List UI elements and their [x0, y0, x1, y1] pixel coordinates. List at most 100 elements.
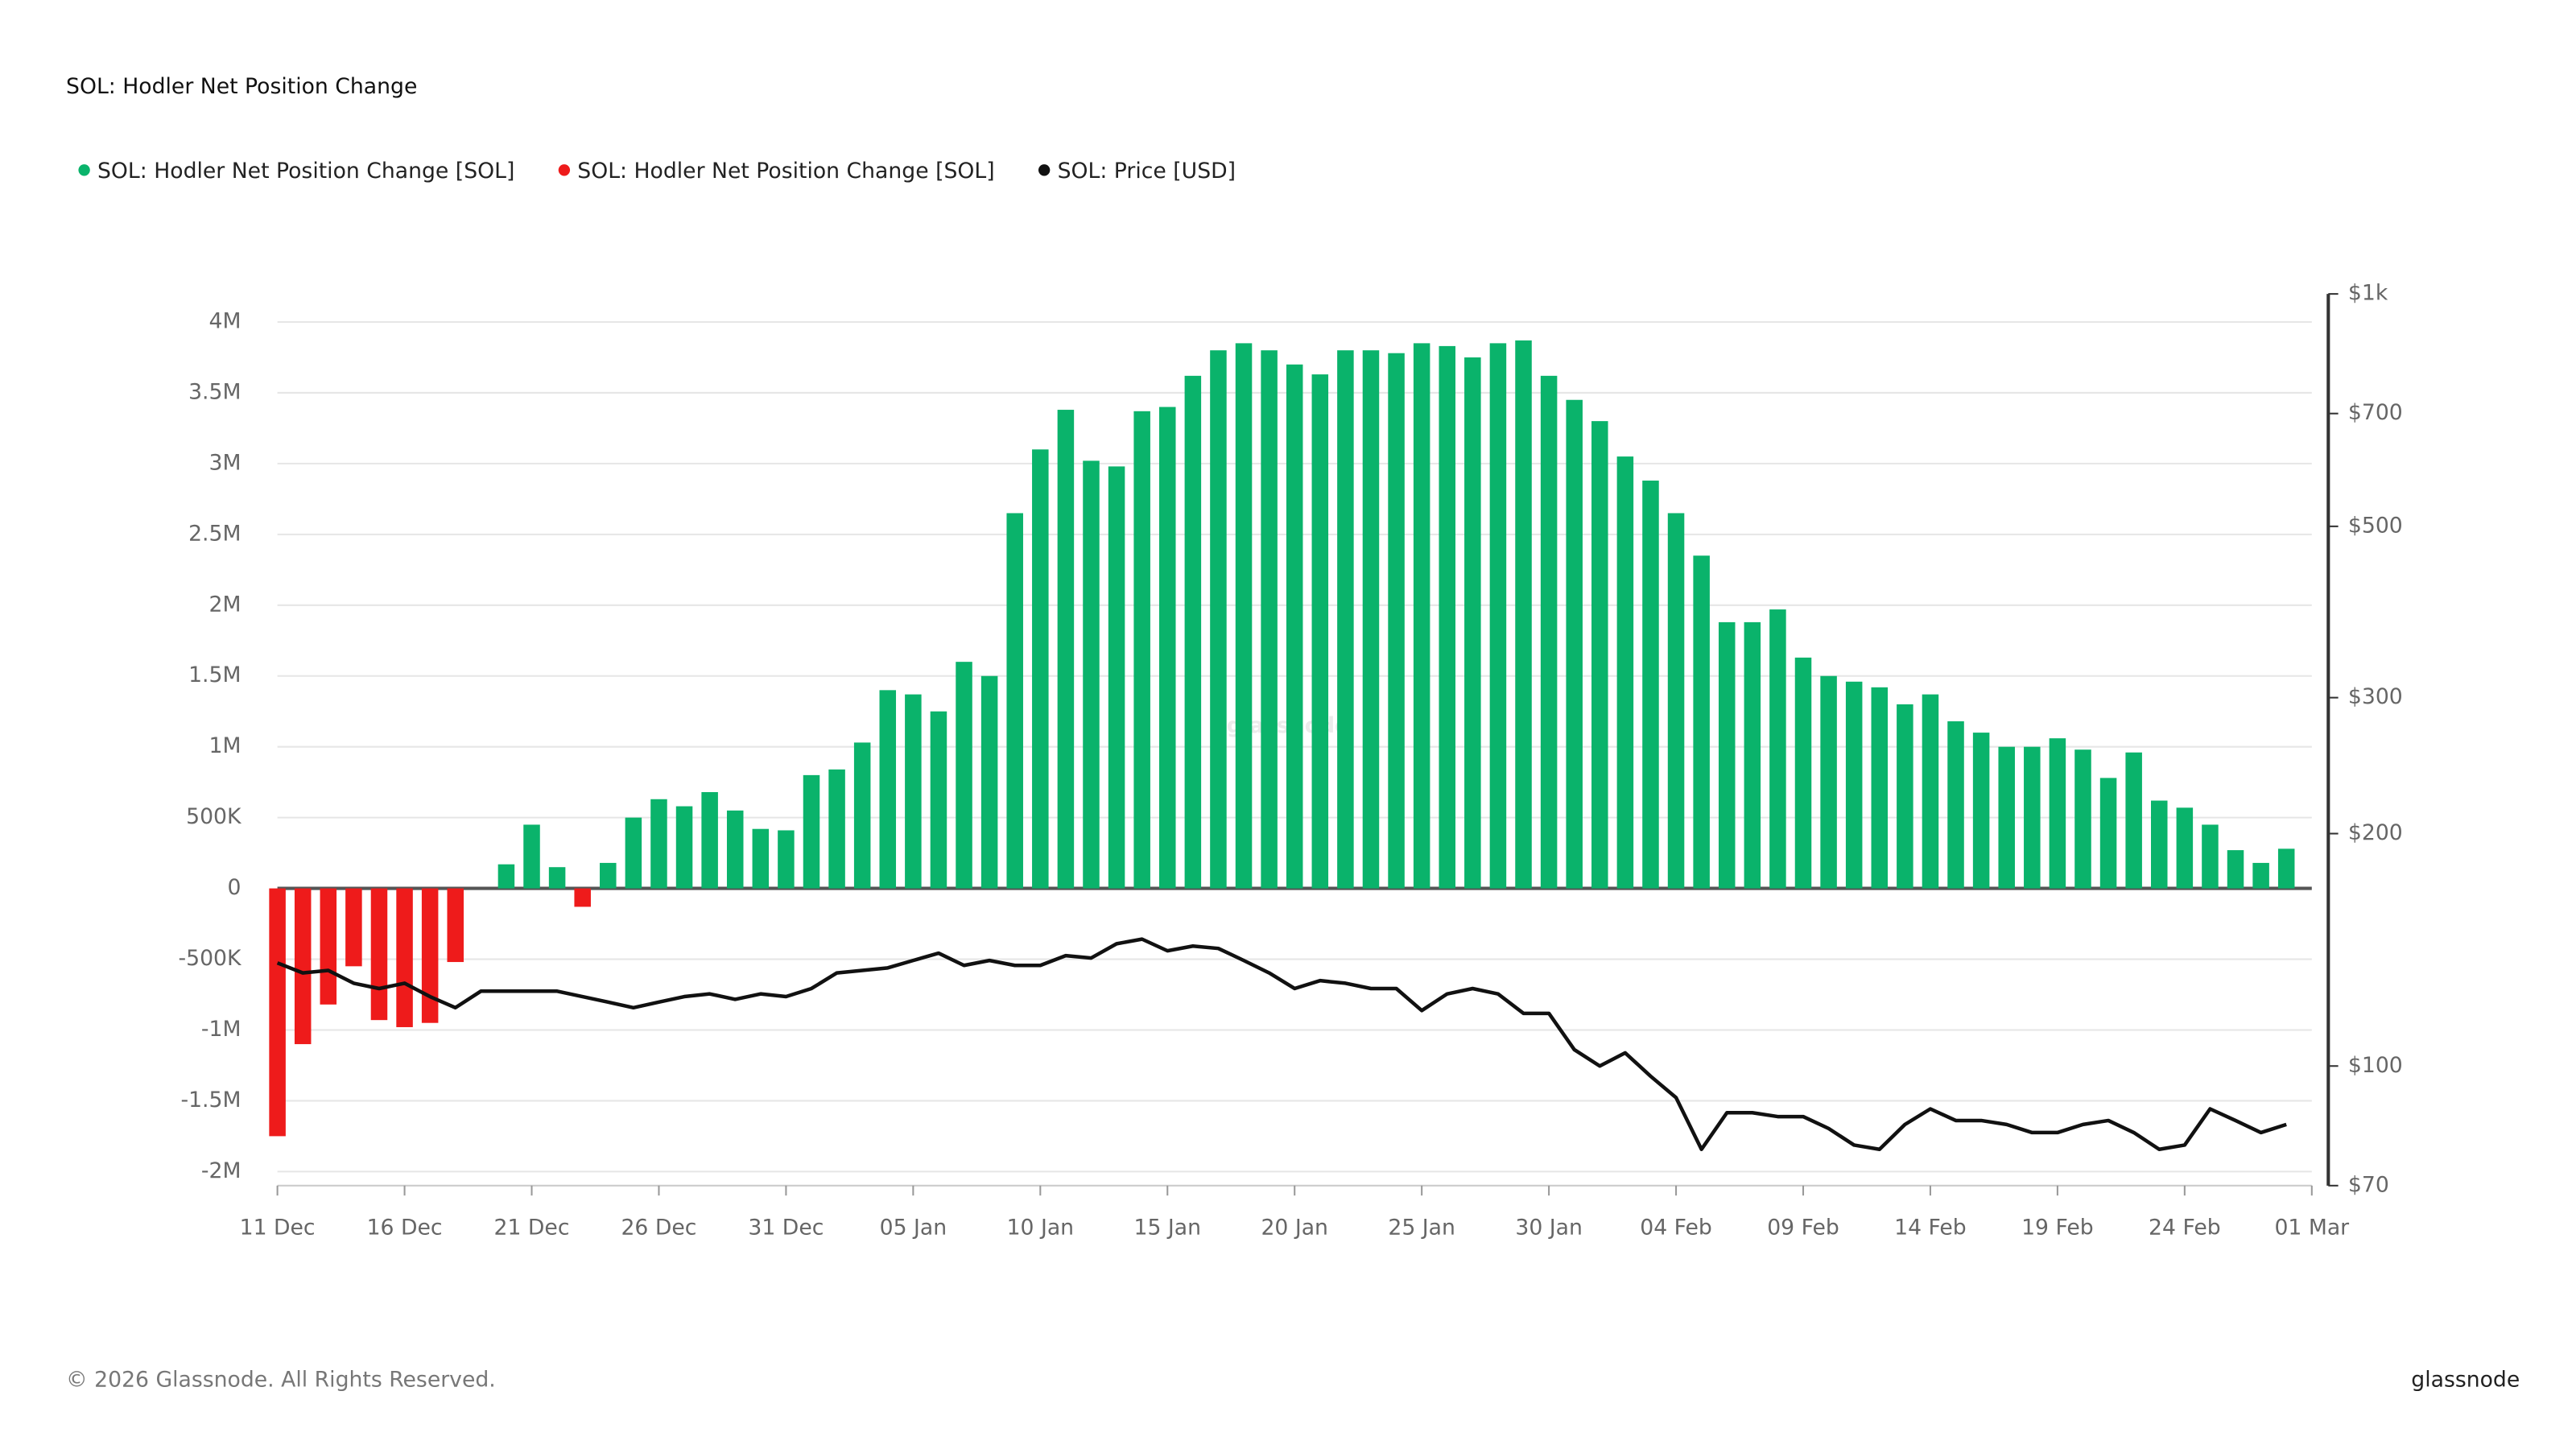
bar — [548, 867, 566, 889]
x-tick-label: 01 Mar — [2274, 1216, 2349, 1241]
x-tick-label: 09 Feb — [1767, 1216, 1839, 1241]
x-tick-label: 21 Dec — [494, 1216, 570, 1241]
x-tick-label: 16 Dec — [367, 1216, 443, 1241]
bar — [1718, 621, 1736, 889]
x-tick-label: 20 Jan — [1261, 1216, 1327, 1241]
y-tick-label: 2M — [209, 592, 242, 617]
bar — [2227, 850, 2244, 889]
bar — [497, 864, 515, 889]
legend-swatch — [78, 164, 90, 176]
legend-item: SOL: Hodler Net Position Change [SOL] — [78, 159, 514, 184]
price-line — [276, 937, 2287, 1152]
bar — [269, 888, 286, 1137]
x-tick-label: 15 Jan — [1134, 1216, 1201, 1241]
bar — [1413, 343, 1430, 889]
bar — [675, 806, 693, 889]
y-tick-label: -1.5M — [180, 1088, 241, 1113]
legend-label: SOL: Price [USD] — [1058, 159, 1236, 184]
bar — [1210, 350, 1227, 889]
bar — [752, 828, 770, 889]
bar — [828, 769, 845, 889]
bar — [1362, 350, 1380, 889]
bar — [2049, 738, 2066, 889]
bar — [1235, 343, 1253, 889]
bar — [600, 862, 617, 889]
bar — [1616, 456, 1634, 889]
bar — [803, 774, 820, 889]
legend-item: SOL: Price [USD] — [1038, 159, 1236, 184]
bar — [1794, 657, 1812, 889]
bar — [2151, 800, 2168, 889]
chart-title: SOL: Hodler Net Position Change — [66, 74, 417, 99]
bar — [574, 888, 591, 907]
y2-tick-label: $200 — [2348, 820, 2403, 845]
bar — [1540, 375, 1558, 889]
legend-swatch — [1038, 164, 1051, 176]
y-tick-label: -2M — [201, 1158, 242, 1183]
y-tick-label: -1M — [201, 1017, 242, 1042]
x-tick-label: 11 Dec — [240, 1216, 316, 1241]
y-tick-label: 2.5M — [188, 521, 241, 546]
bar — [396, 888, 413, 1027]
bar — [345, 888, 362, 967]
legend-label: SOL: Hodler Net Position Change [SOL] — [97, 159, 514, 184]
brand-logo: glassnode — [2411, 1367, 2520, 1392]
bar — [1693, 555, 1710, 889]
bar — [294, 888, 312, 1045]
bar — [853, 742, 871, 889]
bar — [778, 830, 795, 889]
bar — [1922, 694, 1939, 889]
bar — [1667, 513, 1685, 889]
y-tick-label: 0 — [228, 875, 242, 900]
bar — [2252, 862, 2269, 889]
bar — [1388, 353, 1405, 889]
bar — [1464, 357, 1481, 889]
bar — [956, 662, 972, 889]
bar — [421, 888, 439, 1023]
bar — [1566, 399, 1583, 889]
bar — [2099, 778, 2117, 889]
bar — [701, 791, 718, 889]
bar — [1515, 340, 1532, 889]
bar — [1897, 704, 1913, 889]
y-tick-label: 500K — [186, 804, 242, 829]
y2-tick-label: $300 — [2348, 684, 2403, 709]
bar — [980, 675, 998, 889]
bar — [1744, 621, 1761, 889]
bar — [2277, 848, 2295, 889]
bar — [726, 810, 744, 889]
bar — [2176, 807, 2194, 889]
x-tick-label: 25 Jan — [1388, 1216, 1455, 1241]
x-tick-label: 31 Dec — [748, 1216, 824, 1241]
y2-tick-label: $1k — [2348, 281, 2388, 306]
y-tick-label: 3.5M — [188, 379, 241, 404]
bar — [1591, 421, 1608, 889]
legend-swatch — [558, 164, 571, 176]
bar — [447, 888, 464, 963]
bar — [1820, 675, 1837, 889]
x-tick-label: 26 Dec — [621, 1216, 696, 1241]
y-tick-label: -500K — [179, 946, 242, 971]
bar — [320, 888, 337, 1005]
bar — [1972, 733, 1990, 889]
bar — [1184, 375, 1202, 889]
legend-label: SOL: Hodler Net Position Change [SOL] — [577, 159, 994, 184]
bar — [1769, 609, 1786, 889]
bar — [1159, 407, 1176, 889]
x-tick-label: 19 Feb — [2021, 1216, 2094, 1241]
bar — [1133, 411, 1150, 889]
bar — [1489, 343, 1507, 889]
x-tick-label: 14 Feb — [1894, 1216, 1967, 1241]
bar — [905, 694, 922, 889]
bar — [1337, 350, 1354, 889]
bar — [2074, 749, 2091, 889]
x-tick-label: 04 Feb — [1640, 1216, 1712, 1241]
bar — [1261, 350, 1278, 889]
bar — [2125, 752, 2142, 889]
bar — [2024, 746, 2041, 889]
bar — [1286, 364, 1303, 889]
x-tick-label: 10 Jan — [1007, 1216, 1074, 1241]
y2-tick-label: $70 — [2348, 1172, 2389, 1197]
